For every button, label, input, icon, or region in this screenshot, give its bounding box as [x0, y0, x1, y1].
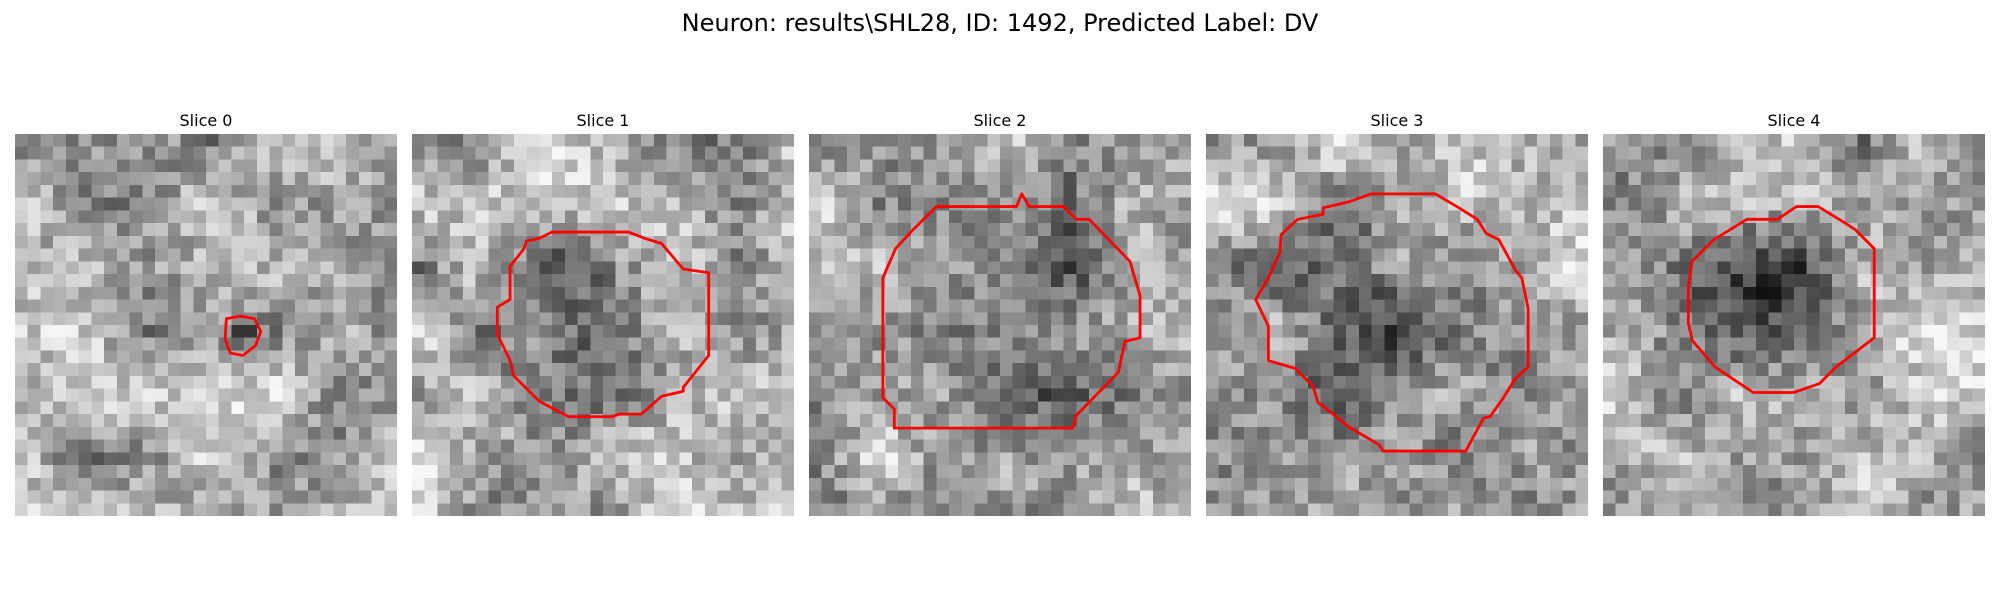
slice-canvas	[1603, 134, 1985, 516]
segmentation-contour	[495, 230, 711, 419]
slice-panel-4: Slice 4	[1603, 108, 1985, 516]
slice-image	[412, 134, 794, 516]
slice-panel-3: Slice 3	[1206, 108, 1588, 516]
slice-title: Slice 1	[576, 111, 630, 130]
segmentation-contour	[881, 192, 1142, 430]
pixel-texture	[412, 134, 794, 516]
slice-title: Slice 2	[973, 111, 1027, 130]
slice-panel-1: Slice 1	[412, 108, 794, 516]
slice-image	[809, 134, 1191, 516]
pixel-texture	[1206, 134, 1588, 516]
slice-panel-2: Slice 2	[809, 108, 1191, 516]
segmentation-contour	[1254, 192, 1530, 453]
slice-canvas	[15, 134, 397, 516]
pixel-texture	[809, 134, 1191, 516]
segmentation-contour	[1686, 205, 1876, 394]
pixel-texture	[1603, 134, 1985, 516]
slice-image	[1603, 134, 1985, 516]
segmentation-contour	[223, 314, 263, 357]
slice-canvas	[1206, 134, 1588, 516]
slice-title: Slice 4	[1767, 111, 1821, 130]
slice-panel-0: Slice 0	[15, 108, 397, 516]
figure-title: Neuron: results\SHL28, ID: 1492, Predict…	[681, 9, 1319, 37]
slice-canvas	[412, 134, 794, 516]
slice-title: Slice 0	[179, 111, 233, 130]
slice-title: Slice 3	[1370, 111, 1424, 130]
slice-canvas	[809, 134, 1191, 516]
slice-image	[1206, 134, 1588, 516]
slice-image	[15, 134, 397, 516]
pixel-texture	[15, 134, 397, 516]
